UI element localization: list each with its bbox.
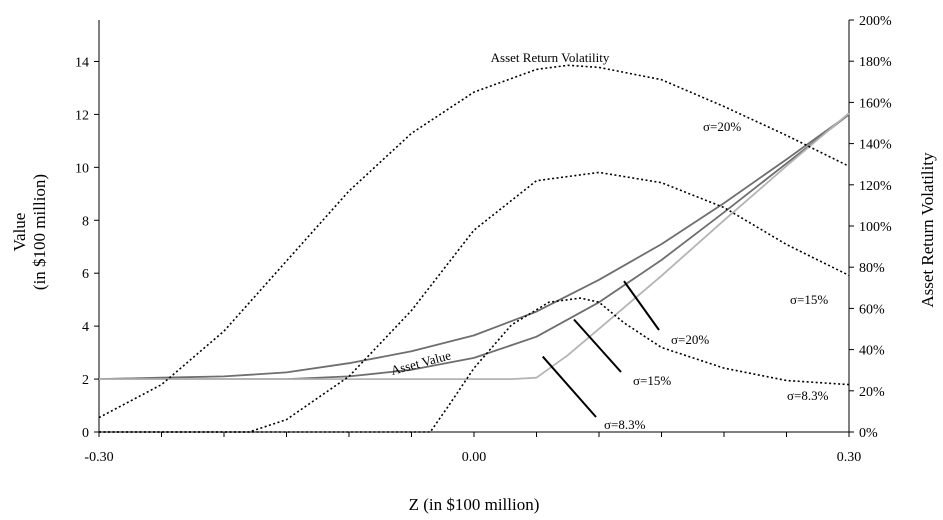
annotation-asset-value: Asset Value bbox=[389, 347, 453, 377]
series-line-2 bbox=[99, 112, 850, 381]
y-axis-title-line1: Value bbox=[10, 213, 29, 252]
y2-tick-label-8: 160% bbox=[859, 96, 892, 111]
annotation-sigma-20-vol: σ=20% bbox=[703, 119, 741, 134]
y2-tick-label-1: 20% bbox=[859, 385, 885, 400]
series-line-4 bbox=[99, 171, 850, 433]
y-tick-label-0: 0 bbox=[82, 426, 89, 441]
y2-tick-label-3: 60% bbox=[859, 302, 885, 317]
y-tick-label-7: 14 bbox=[75, 55, 89, 70]
callout-leader-1 bbox=[573, 318, 622, 373]
y2-tick-label-10: 200% bbox=[859, 14, 892, 29]
y2-tick-label-0: 0% bbox=[859, 426, 878, 441]
callout-leader-2 bbox=[541, 355, 597, 418]
y2-tick-label-4: 80% bbox=[859, 261, 885, 276]
y-tick-label-2: 4 bbox=[82, 320, 89, 335]
x-axis-title: Z (in $100 million) bbox=[409, 495, 540, 514]
annotation-sigma-83-vol: σ=8.3% bbox=[787, 388, 829, 403]
ticks-layer: 024681012140%20%40%60%80%100%120%140%160… bbox=[75, 14, 892, 465]
y2-axis-title: Asset Return Volatility bbox=[918, 152, 937, 308]
y2-tick-label-5: 100% bbox=[859, 220, 892, 235]
y-tick-label-5: 10 bbox=[75, 161, 89, 176]
y2-tick-label-2: 40% bbox=[859, 344, 885, 359]
y-tick-label-1: 2 bbox=[82, 373, 89, 388]
y2-tick-label-7: 140% bbox=[859, 138, 892, 153]
annotation-asset-return-volatility: Asset Return Volatility bbox=[491, 50, 610, 65]
annotation-sigma-15-value: σ=15% bbox=[633, 373, 671, 388]
x-tick-label-2: 0.30 bbox=[837, 450, 862, 465]
y-tick-label-6: 12 bbox=[75, 108, 89, 123]
annotation-sigma-20-value: σ=20% bbox=[671, 332, 709, 347]
series-line-1 bbox=[99, 113, 850, 381]
x-tick-label-0: -0.30 bbox=[84, 450, 113, 465]
y-tick-label-3: 6 bbox=[82, 267, 89, 282]
y-tick-label-4: 8 bbox=[82, 214, 89, 229]
x-tick-label-1: 0.00 bbox=[462, 450, 487, 465]
y-axis-title-line2: (in $100 million) bbox=[30, 174, 49, 290]
annotation-sigma-83-value: σ=8.3% bbox=[604, 417, 646, 432]
y2-tick-label-9: 180% bbox=[859, 55, 892, 70]
annotation-sigma-15-vol: σ=15% bbox=[790, 292, 828, 307]
series-line-0 bbox=[98, 113, 850, 380]
callout-leader-0 bbox=[623, 280, 660, 331]
callout-layer bbox=[541, 280, 660, 418]
series-line-5 bbox=[99, 297, 850, 433]
y2-tick-label-6: 120% bbox=[859, 179, 892, 194]
